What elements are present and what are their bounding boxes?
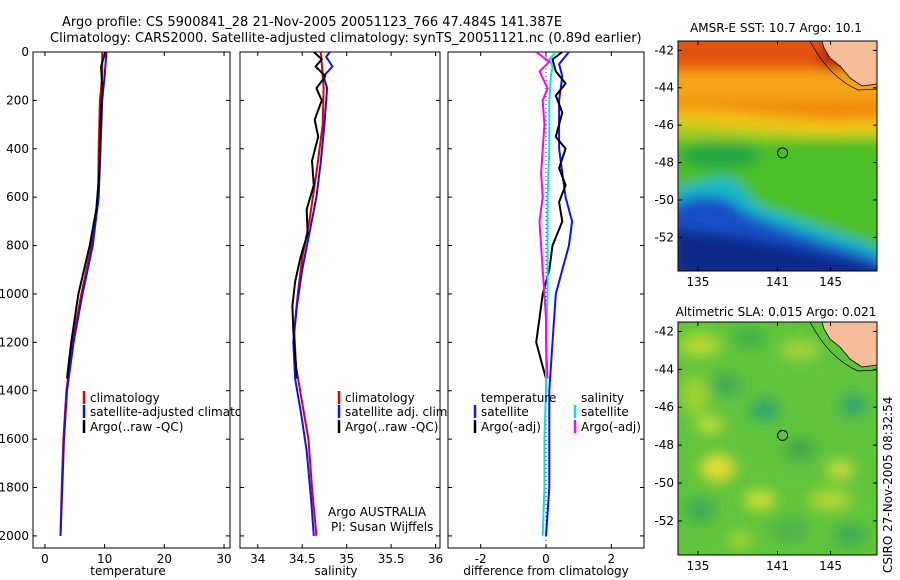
x-tick-label: 35 <box>339 552 354 566</box>
map-x-tick-label: 145 <box>819 559 842 573</box>
difference-panel: -2 0 2 difference from climatology tempera… <box>447 51 645 578</box>
y-tick-label: 1800 <box>0 481 29 495</box>
legend-label-climatology: climatology <box>90 391 160 405</box>
difference-xlabel: difference from climatology <box>463 564 629 578</box>
map-y-tick-label: -46 <box>654 400 674 414</box>
y-tick-label: 0 <box>21 45 29 59</box>
map-y-tick-label: -48 <box>654 156 674 170</box>
salinity-panel: 34 34.5 35 35.5 36 salinity climatology sate… <box>239 51 451 578</box>
legend-title-salinity: salinity <box>581 391 624 405</box>
header-line-1: Argo profile: CS 5900841_28 21-Nov-2005 … <box>62 15 562 30</box>
annotation-argo-australia: Argo AUSTRALIA <box>328 505 427 519</box>
y-tick-label: 1200 <box>0 335 29 349</box>
header-line-2: Climatology: CARS2000. Satellite-adjuste… <box>50 31 642 46</box>
legend-label-argo: Argo(..raw -QC) <box>345 420 438 434</box>
x-tick-label: 34 <box>250 552 265 566</box>
sla-map-image <box>678 322 877 555</box>
tasmania-coast <box>821 41 877 87</box>
map-y-tick-label: -52 <box>654 514 674 528</box>
sla-map-title: Altimetric SLA: 0.015 Argo: 0.021 <box>676 305 877 319</box>
x-tick-label: 0 <box>542 552 550 566</box>
map-x-tick-label: 141 <box>766 275 789 289</box>
salinity-legend: climatology satellite adj. clim. Argo(..… <box>337 391 451 434</box>
map-y-tick-label: -44 <box>654 362 674 376</box>
legend-label-climatology: climatology <box>345 391 415 405</box>
x-tick-label: 34.5 <box>289 552 316 566</box>
x-tick-label: 30 <box>216 552 231 566</box>
legend-label-temp-satellite: satellite <box>481 405 529 419</box>
y-tick-label: 2000 <box>0 529 29 543</box>
argo-location-marker <box>777 147 789 159</box>
temperature-panel: 0 10 20 30 0 200 400 600 800 1000 1200 1400 1600 1800… <box>0 45 268 578</box>
difference-legend: temperature salinity satellite Argo(-adj… <box>473 391 641 434</box>
tasmania-coast <box>821 322 877 368</box>
x-tick-label: -2 <box>475 552 487 566</box>
map-x-tick-label: 135 <box>686 559 709 573</box>
y-tick-label: 1000 <box>0 287 29 301</box>
salinity-plot-frame <box>239 51 441 549</box>
series-line-2-3 <box>535 52 551 379</box>
sst-map-panel: AMSR-E SST: 10.7 Argo: 10.1 135 141 145 -42… <box>654 21 878 289</box>
csiro-timestamp: CSIRO 27-Nov-2005 08:32:54 <box>881 397 895 573</box>
temperature-xlabel: temperature <box>90 564 165 578</box>
sst-map-image <box>678 41 877 271</box>
x-tick-label: 10 <box>97 552 112 566</box>
series-line-1-2 <box>291 52 327 379</box>
x-tick-label: 35.5 <box>378 552 405 566</box>
y-tick-label: 1400 <box>0 384 29 398</box>
series-line-2-1 <box>535 52 567 379</box>
legend-label-satellite: satellite adj. clim. <box>345 405 451 419</box>
annotation-pi-name: PI: Susan Wijffels <box>331 520 433 534</box>
map-y-tick-label: -46 <box>654 118 674 132</box>
y-tick-label: 400 <box>6 142 29 156</box>
x-tick-label: 0 <box>41 552 49 566</box>
legend-label-temp-argo: Argo(-adj) <box>481 420 541 434</box>
map-y-tick-label: -42 <box>654 43 674 57</box>
legend-title-temperature: temperature <box>481 391 556 405</box>
y-tick-label: 800 <box>6 239 29 253</box>
map-y-tick-label: -42 <box>654 324 674 338</box>
y-tick-label: 200 <box>6 93 29 107</box>
map-x-tick-label: 145 <box>819 275 842 289</box>
argo-location-marker <box>777 429 789 441</box>
map-x-tick-label: 141 <box>766 559 789 573</box>
series-line-2-2 <box>541 52 557 536</box>
map-y-tick-label: -50 <box>654 476 674 490</box>
temperature-legend: climatology satellite-adjusted climatolo… <box>82 391 268 434</box>
temperature-plot-frame <box>32 51 231 549</box>
x-tick-label: 20 <box>157 552 172 566</box>
x-tick-label: 36 <box>428 552 443 566</box>
series-line-1-1 <box>292 52 334 536</box>
series-line-0-2 <box>66 52 107 379</box>
map-y-tick-label: -50 <box>654 193 674 207</box>
sla-map-panel: Altimetric SLA: 0.015 Argo: 0.021 <box>654 305 878 573</box>
legend-label-sal-argo: Argo(-adj) <box>581 420 641 434</box>
map-y-tick-label: -48 <box>654 438 674 452</box>
y-tick-label: 600 <box>6 190 29 204</box>
map-y-tick-label: -52 <box>654 230 674 244</box>
legend-label-sal-satellite: satellite <box>581 405 629 419</box>
salinity-xlabel: salinity <box>314 564 357 578</box>
map-x-tick-label: 135 <box>686 275 709 289</box>
sst-map-title: AMSR-E SST: 10.7 Argo: 10.1 <box>690 21 862 35</box>
y-tick-label: 1600 <box>0 432 29 446</box>
x-tick-label: 2 <box>608 552 616 566</box>
legend-label-satellite: satellite-adjusted climatology <box>90 405 268 419</box>
legend-label-argo: Argo(..raw -QC) <box>90 420 183 434</box>
map-y-tick-label: -44 <box>654 81 674 95</box>
